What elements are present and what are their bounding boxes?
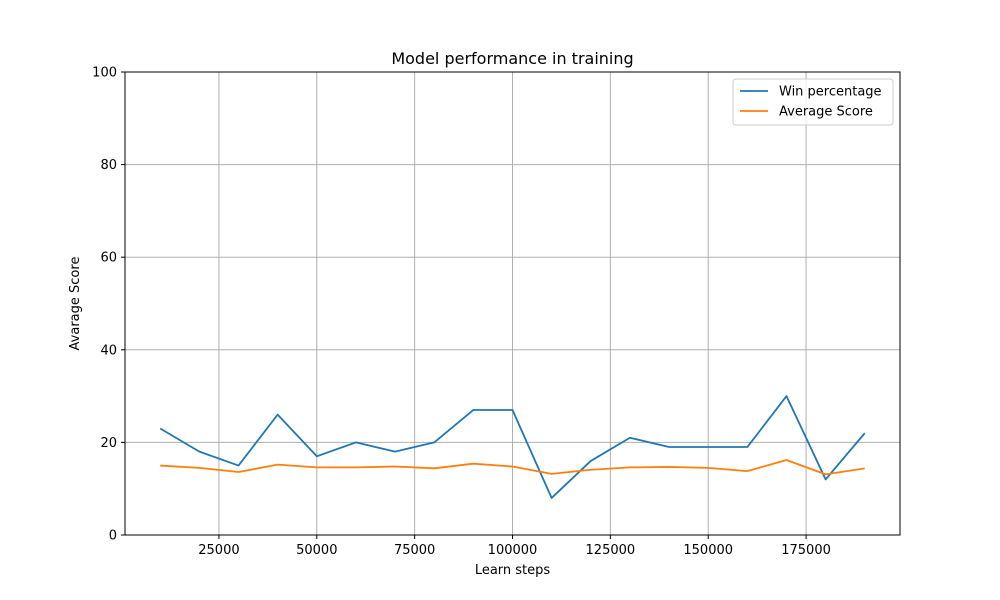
series-line-2 xyxy=(160,459,865,476)
legend-label-1: Win percentage xyxy=(779,85,882,100)
y-tick-label: 0 xyxy=(109,529,117,544)
x-axis-ticks: 25000 50000 75000 100000 125000 150000 175000 xyxy=(198,535,831,558)
chart-title: Model performance in training xyxy=(391,49,633,68)
x-tick-label: 125000 xyxy=(586,543,636,558)
x-tick-label: 150000 xyxy=(683,543,733,558)
legend-label-2: Average Score xyxy=(779,105,873,120)
legend: Win percentage Average Score xyxy=(732,78,894,126)
y-tick-label: 100 xyxy=(92,66,117,81)
x-tick-label: 175000 xyxy=(781,543,831,558)
y-tick-label: 80 xyxy=(100,158,117,173)
x-tick-label: 75000 xyxy=(394,543,435,558)
series-line-1 xyxy=(159,395,866,499)
y-axis-ticks: 0 20 40 60 80 100 xyxy=(92,66,125,544)
x-axis-label: Learn steps xyxy=(475,563,551,578)
x-tick-label: 25000 xyxy=(198,543,239,558)
legend-box xyxy=(732,78,894,126)
y-tick-label: 20 xyxy=(100,436,117,451)
series-lines xyxy=(159,395,866,499)
y-tick-label: 40 xyxy=(100,343,117,358)
y-axis-label: Avarage Score xyxy=(68,257,83,351)
y-tick-label: 60 xyxy=(100,251,117,266)
x-tick-label: 100000 xyxy=(488,543,538,558)
x-tick-label: 50000 xyxy=(296,543,337,558)
